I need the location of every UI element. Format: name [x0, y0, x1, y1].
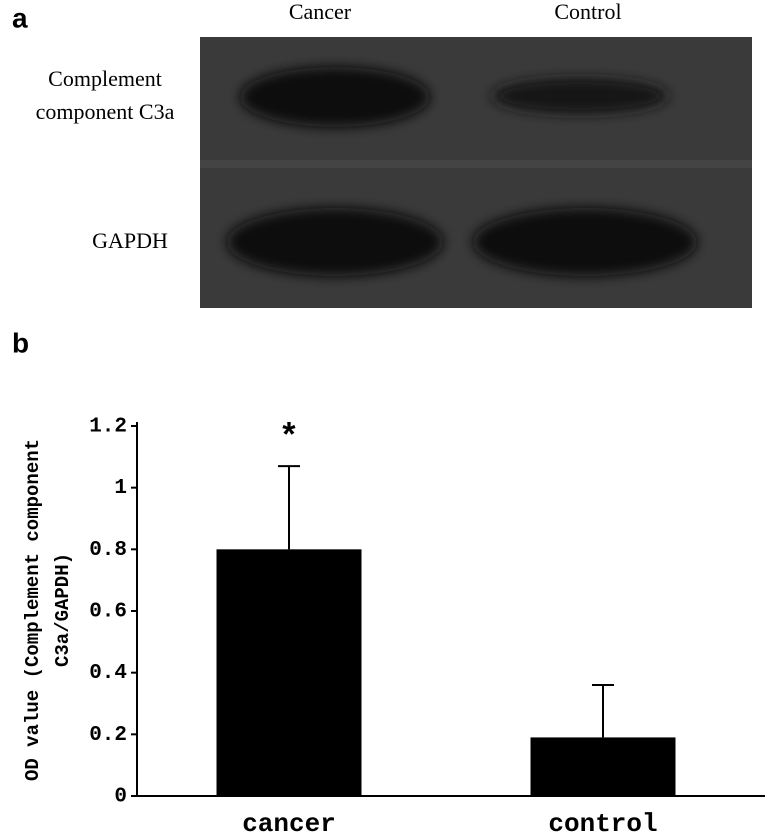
y-tick-label: 0.4	[89, 662, 127, 685]
x-tick-label: control	[548, 809, 657, 837]
row-label: GAPDH	[92, 228, 168, 253]
blot	[200, 37, 752, 308]
error-bar	[278, 465, 300, 550]
bar-chart: 0 0.2 0.4 0.6 0.8 1 1.2 OD value (Complement co…	[22, 416, 765, 837]
column-label: Cancer	[289, 0, 352, 24]
panel-label: a	[12, 2, 28, 33]
annotation: *	[279, 420, 299, 458]
error-bar	[592, 684, 614, 738]
column-label: Control	[554, 0, 621, 24]
y-tick-label: 1.2	[89, 416, 127, 439]
row-label: component C3a	[36, 99, 175, 124]
y-axis-label: OD value (Complement component	[22, 439, 44, 781]
y-tick-label: 0.6	[89, 601, 127, 624]
bar	[530, 737, 676, 796]
panel-label: b	[12, 327, 29, 358]
bar	[216, 549, 362, 796]
row-label: Complement	[48, 66, 162, 91]
y-axis-label: C3a/GAPDH)	[52, 553, 74, 667]
x-tick-label: cancer	[242, 809, 336, 837]
y-tick-label: 0.2	[89, 724, 127, 747]
y-tick-label: 0	[114, 786, 127, 809]
y-tick-label: 0.8	[89, 539, 127, 562]
y-tick-label: 1	[114, 477, 127, 500]
